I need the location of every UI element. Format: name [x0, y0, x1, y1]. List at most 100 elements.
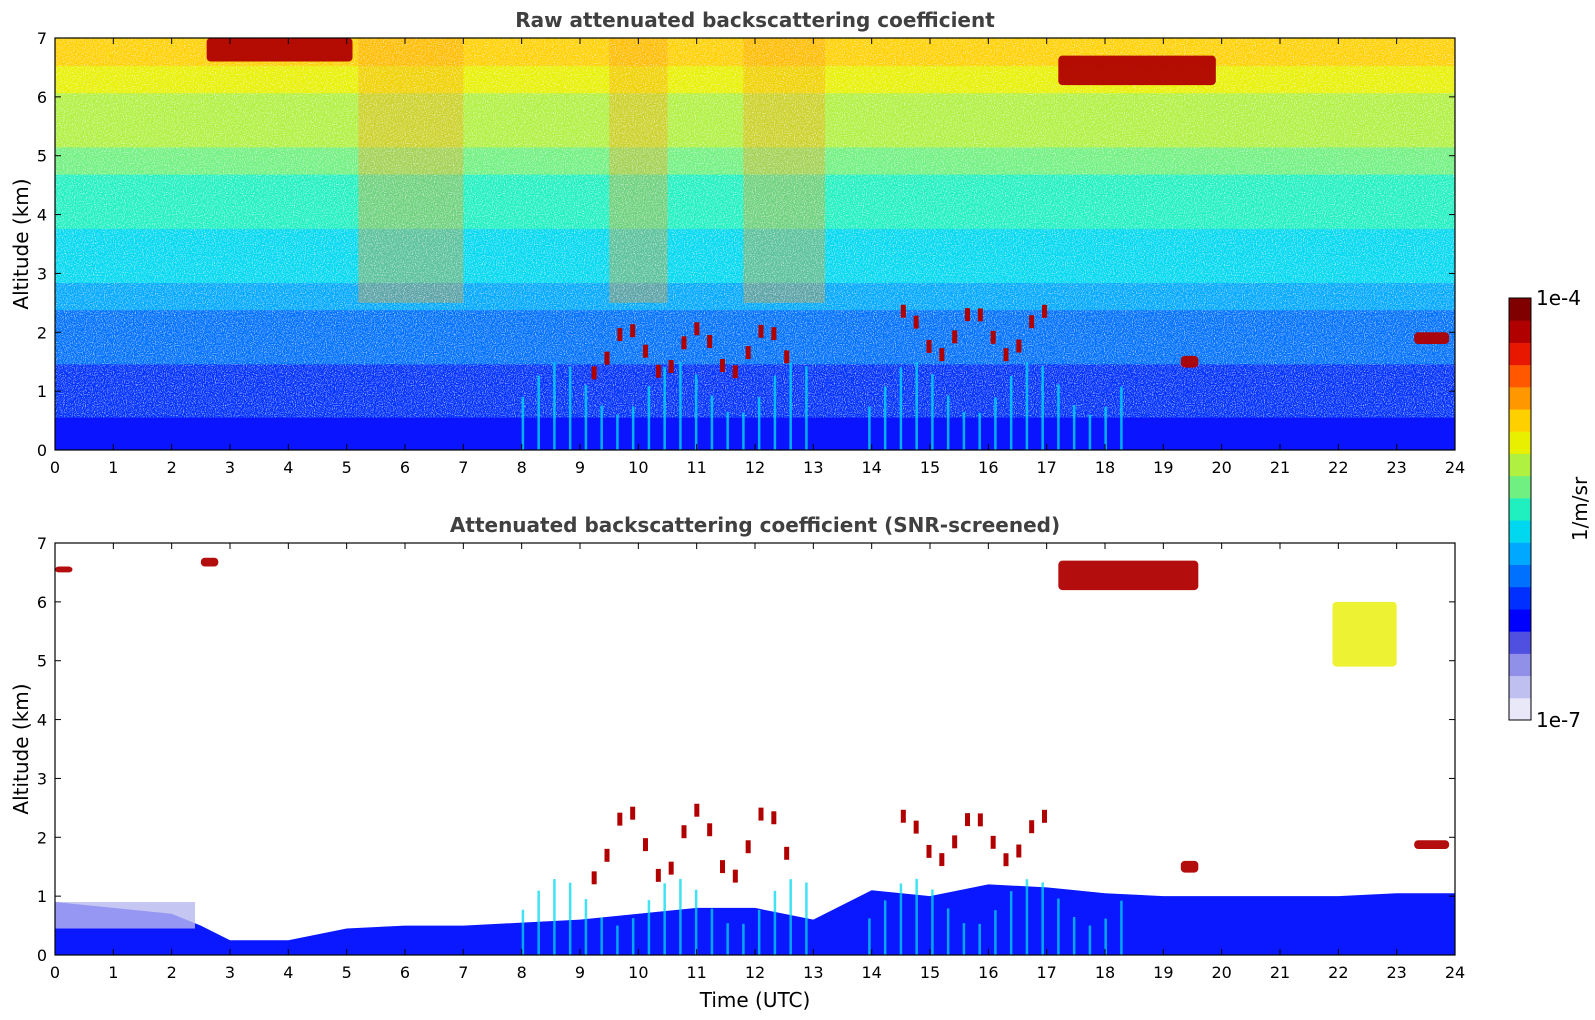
cloud	[55, 566, 73, 573]
cloud-fragment	[926, 339, 932, 353]
colorbar-cell	[1509, 342, 1531, 366]
boundary-layer	[55, 884, 1455, 955]
colorbar-cell	[1509, 475, 1531, 499]
cloud-fragment	[604, 848, 610, 862]
convective-streak	[994, 397, 997, 450]
cloud-fragment	[965, 308, 970, 322]
convective-streak	[553, 879, 556, 955]
convective-streak	[1088, 414, 1092, 450]
x-tick-label: 22	[1328, 458, 1348, 477]
cloud	[1414, 332, 1450, 345]
cloud-fragment	[1029, 820, 1035, 834]
cloud-fragment	[900, 304, 906, 318]
x-tick-label: 11	[686, 963, 706, 982]
convective-streak	[1025, 879, 1029, 955]
colorbar-cell	[1509, 386, 1531, 410]
x-tick-label: 16	[978, 458, 998, 477]
x-tick-label: 5	[342, 963, 352, 982]
colorbar-cell	[1509, 564, 1531, 588]
cloud-fragment	[732, 365, 738, 379]
x-tick-label: 1	[108, 963, 118, 982]
panel1-ylabel: Altitude (km)	[9, 178, 33, 309]
y-tick-label: 1	[37, 887, 47, 906]
cloud-fragment	[990, 330, 996, 344]
cloud-fragment	[977, 308, 983, 322]
y-tick-label: 2	[37, 323, 47, 342]
y-tick-label: 1	[37, 382, 47, 401]
convective-streak	[773, 375, 777, 450]
convective-streak	[600, 917, 603, 955]
cloud-fragment	[900, 809, 906, 823]
cloud	[1058, 55, 1216, 86]
colorbar-cell	[1509, 631, 1531, 654]
convective-streak	[868, 406, 871, 450]
x-tick-label: 10	[628, 458, 648, 477]
convective-streak	[1009, 375, 1013, 450]
convective-streak	[647, 900, 651, 955]
convective-streak	[1041, 882, 1044, 955]
convective-streak	[899, 367, 903, 450]
convective-streak	[883, 386, 887, 450]
y-tick-label: 0	[37, 441, 47, 460]
x-tick-label: 12	[745, 963, 765, 982]
colorbar-cell	[1509, 364, 1531, 388]
x-tick-label: 22	[1328, 963, 1348, 982]
cloud-fragment	[617, 812, 623, 826]
x-tick-label: 8	[517, 458, 527, 477]
raw-backscatter-panel: Raw attenuated backscattering coefficien…	[9, 8, 1465, 477]
convective-streak	[631, 918, 635, 955]
panel2-plot-area	[55, 557, 1455, 955]
cloud-fragment	[784, 350, 790, 364]
cloud-fragment	[771, 811, 777, 825]
x-tick-label: 24	[1445, 458, 1465, 477]
cloud	[206, 38, 353, 62]
convective-streak	[1072, 916, 1076, 955]
cloud-fragment	[604, 351, 610, 365]
cloud-fragment	[668, 360, 674, 374]
cloud-fragment	[952, 835, 958, 849]
cloud-fragment	[643, 838, 648, 852]
convective-streak	[647, 386, 651, 450]
colorbar: 1e-4 1e-7 1/m/sr	[1508, 286, 1592, 732]
cloud-fragment	[1016, 844, 1022, 858]
convective-streak	[521, 909, 525, 955]
y-tick-label: 7	[37, 534, 47, 553]
cloud-fragment	[720, 860, 725, 874]
x-tick-label: 15	[920, 458, 940, 477]
convective-streak	[600, 405, 603, 450]
x-tick-label: 19	[1153, 963, 1173, 982]
x-tick-label: 14	[861, 458, 881, 477]
colorbar-cell	[1509, 608, 1531, 632]
x-tick-label: 14	[861, 963, 881, 982]
convective-streak	[805, 366, 808, 450]
y-tick-label: 7	[37, 29, 47, 48]
y-tick-label: 2	[37, 828, 47, 847]
x-tick-label: 13	[803, 963, 823, 982]
convective-streak	[1057, 898, 1060, 955]
cloud-fragment	[720, 359, 725, 373]
cloud-fragment	[630, 806, 636, 820]
convective-streak	[679, 878, 682, 955]
convective-streak	[789, 879, 792, 955]
x-tick-label: 17	[1036, 458, 1056, 477]
convective-streak	[1120, 386, 1123, 450]
convective-streak	[616, 414, 619, 450]
panel1-plot-area	[55, 38, 1455, 450]
cloud-fragment	[668, 861, 674, 875]
convective-streak	[1104, 918, 1107, 955]
cloud	[1414, 840, 1450, 850]
y-tick-label: 4	[37, 206, 47, 225]
x-tick-label: 19	[1153, 458, 1173, 477]
colorbar-cell	[1509, 697, 1531, 721]
colorbar-cell	[1509, 520, 1531, 543]
convective-streak	[978, 923, 981, 955]
x-tick-label: 0	[50, 963, 60, 982]
cloud-fragment	[990, 835, 996, 849]
x-tick-label: 9	[575, 963, 585, 982]
cloud-fragment	[630, 324, 636, 338]
colorbar-cell	[1509, 497, 1531, 521]
cloud	[1180, 355, 1199, 368]
convective-streak	[946, 908, 950, 955]
convective-streak	[584, 384, 588, 450]
y-tick-label: 4	[37, 711, 47, 730]
